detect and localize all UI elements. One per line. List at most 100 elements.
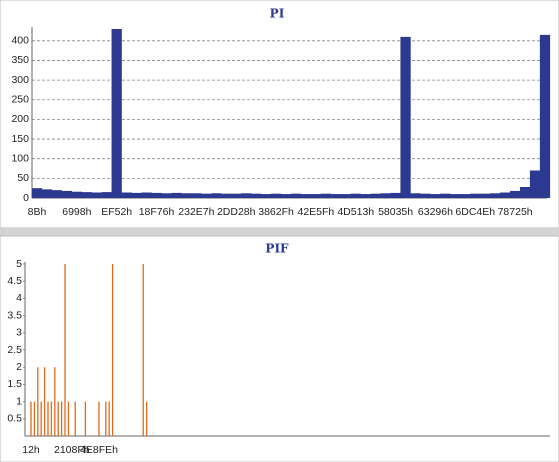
x-tick-label: EF52h bbox=[101, 206, 132, 218]
bar bbox=[60, 401, 63, 436]
bar bbox=[310, 194, 322, 198]
x-tick-label: 18F76h bbox=[139, 206, 175, 218]
bar bbox=[43, 367, 46, 436]
x-tick-label: 2DD28h bbox=[217, 206, 256, 218]
x-tick-label: 58035h bbox=[378, 206, 413, 218]
bar bbox=[280, 194, 292, 198]
x-tick-label: 2108Fh bbox=[54, 444, 90, 456]
bar bbox=[390, 192, 401, 198]
y-tick-label: 250 bbox=[11, 94, 29, 106]
bar bbox=[300, 194, 312, 198]
bar bbox=[64, 264, 66, 436]
bar bbox=[67, 401, 70, 436]
bar bbox=[51, 190, 63, 198]
bar bbox=[41, 189, 53, 198]
bar bbox=[54, 367, 56, 436]
bar bbox=[37, 367, 39, 436]
y-tick-label: 5 bbox=[16, 258, 22, 270]
bar bbox=[111, 29, 122, 198]
bar bbox=[290, 193, 302, 198]
bar bbox=[191, 193, 202, 198]
bar bbox=[171, 192, 182, 198]
bar bbox=[71, 191, 82, 198]
bar bbox=[320, 193, 331, 198]
bar bbox=[181, 193, 192, 198]
bar bbox=[91, 192, 102, 198]
bar bbox=[519, 186, 531, 198]
bar bbox=[61, 190, 73, 198]
x-tick-label: 8Bh bbox=[28, 206, 47, 218]
panel bbox=[0, 0, 559, 229]
bar bbox=[141, 192, 152, 198]
bar bbox=[33, 401, 36, 436]
y-tick-label: 150 bbox=[11, 133, 29, 145]
bar bbox=[231, 193, 242, 198]
x-tick-label: 3862Fh bbox=[258, 206, 294, 218]
bar bbox=[142, 264, 144, 436]
bar bbox=[340, 194, 351, 198]
bar bbox=[529, 170, 541, 198]
x-tick-label: 63296h bbox=[418, 206, 453, 218]
bar bbox=[50, 401, 53, 436]
chart-title: PIF bbox=[265, 242, 289, 256]
bar bbox=[360, 194, 371, 198]
bar bbox=[270, 193, 282, 198]
y-tick-label: 200 bbox=[11, 113, 29, 125]
bar bbox=[470, 193, 481, 198]
bar bbox=[31, 188, 43, 198]
panel bbox=[0, 235, 559, 462]
bar bbox=[84, 401, 87, 436]
x-tick-label: 4D513h bbox=[337, 206, 374, 218]
bar bbox=[251, 193, 262, 198]
x-tick-label: 4E8FEh bbox=[80, 444, 118, 456]
y-tick-label: 0.5 bbox=[7, 413, 22, 425]
x-tick-label: 6998h bbox=[62, 206, 91, 218]
bar bbox=[380, 193, 391, 198]
bar bbox=[151, 192, 162, 198]
bar bbox=[211, 193, 222, 198]
x-tick-label: 42E5Fh bbox=[298, 206, 335, 218]
bar bbox=[241, 193, 252, 198]
x-tick-label: 6DC4Eh bbox=[455, 206, 495, 218]
bar bbox=[121, 192, 132, 198]
bar bbox=[74, 401, 76, 436]
y-tick-label: 3 bbox=[16, 327, 22, 339]
splitter bbox=[0, 228, 559, 236]
x-tick-label: 78725h bbox=[498, 206, 533, 218]
bar bbox=[260, 194, 272, 198]
bar bbox=[430, 194, 441, 198]
bar bbox=[98, 401, 100, 436]
bar bbox=[81, 192, 92, 198]
y-tick-label: 50 bbox=[17, 172, 29, 184]
x-tick-label: 232E7h bbox=[178, 206, 214, 218]
bar bbox=[350, 193, 361, 198]
y-tick-label: 100 bbox=[11, 152, 29, 164]
y-tick-label: 1 bbox=[16, 395, 22, 407]
y-tick-label: 3.5 bbox=[7, 309, 22, 321]
bar bbox=[131, 192, 142, 198]
bar bbox=[57, 401, 59, 436]
y-tick-label: 400 bbox=[11, 35, 29, 47]
y-tick-label: 2.5 bbox=[7, 344, 22, 356]
bar bbox=[370, 193, 381, 198]
bar bbox=[47, 401, 49, 436]
bar bbox=[111, 264, 114, 436]
bar bbox=[40, 401, 42, 436]
bar bbox=[450, 194, 461, 198]
bar bbox=[400, 36, 411, 198]
y-tick-label: 2 bbox=[16, 361, 22, 373]
bar bbox=[145, 401, 148, 436]
y-tick-label: 4 bbox=[16, 292, 22, 304]
y-tick-label: 350 bbox=[11, 54, 29, 66]
bar bbox=[420, 193, 431, 198]
bar bbox=[221, 193, 232, 198]
chart-title: PI bbox=[270, 7, 285, 21]
bar bbox=[440, 193, 451, 198]
y-tick-label: 1.5 bbox=[7, 378, 22, 390]
bar bbox=[480, 193, 491, 198]
bar bbox=[108, 401, 110, 436]
bar bbox=[330, 194, 341, 198]
bar bbox=[161, 193, 172, 198]
